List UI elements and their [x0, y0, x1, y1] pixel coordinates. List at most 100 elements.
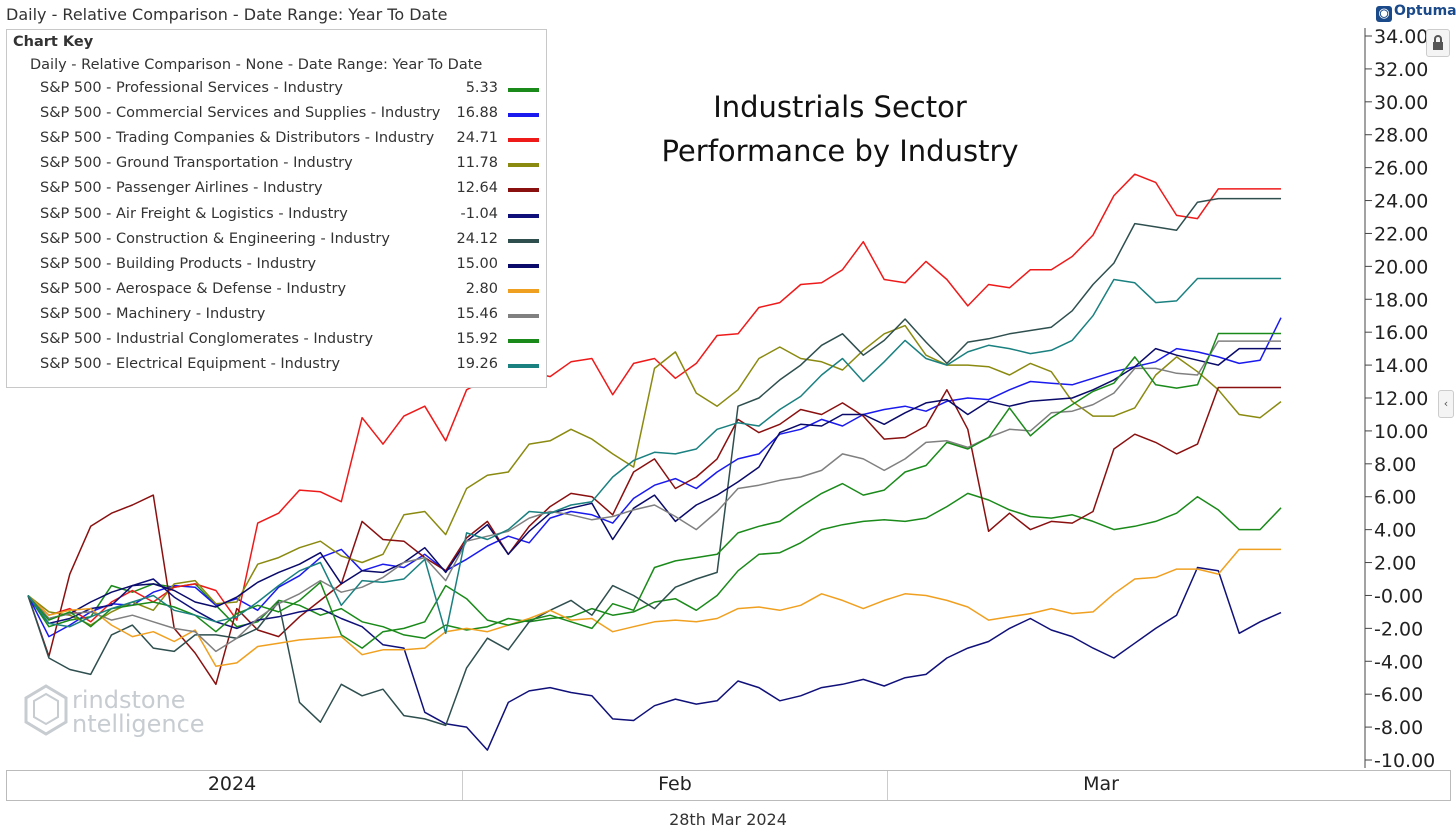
chart-key-row[interactable]: S&P 500 - Professional Services - Indust…	[7, 80, 546, 104]
y-tick-label: -10.00	[1374, 750, 1435, 772]
chart-key-legend: Chart Key Daily - Relative Comparison - …	[6, 29, 547, 388]
chart-key-series-value: 2.80	[465, 280, 498, 297]
x-label-feb: Feb	[658, 773, 692, 795]
chart-key-series-swatch	[508, 364, 539, 369]
chart-title-line-2: Performance by Industry	[661, 134, 1019, 168]
chart-key-series-value: -1.04	[460, 205, 498, 222]
series-line-2[interactable]	[27, 317, 1282, 638]
y-tick-label: 32.00	[1374, 59, 1428, 81]
series-line-1[interactable]	[27, 492, 1282, 639]
chart-key-series-name: S&P 500 - Commercial Services and Suppli…	[40, 105, 441, 122]
chart-key-row[interactable]: S&P 500 - Commercial Services and Suppli…	[7, 105, 546, 129]
chart-header-title: Daily - Relative Comparison - Date Range…	[6, 5, 448, 24]
chart-key-row[interactable]: S&P 500 - Trading Companies & Distributo…	[7, 130, 546, 154]
y-tick-label: 2.00	[1374, 553, 1416, 575]
y-tick-label: 10.00	[1374, 421, 1428, 443]
chart-key-series-value: 19.26	[456, 356, 498, 373]
y-tick-label: 16.00	[1374, 322, 1428, 344]
chart-title-line-1: Industrials Sector	[713, 90, 967, 124]
chart-key-series-swatch	[508, 163, 539, 168]
y-tick-label: 8.00	[1374, 454, 1416, 476]
chart-key-series-name: S&P 500 - Building Products - Industry	[40, 255, 317, 272]
y-tick-label: -6.00	[1374, 684, 1423, 706]
y-tick-label: -0.00	[1374, 585, 1423, 607]
chart-key-series-name: S&P 500 - Professional Services - Indust…	[40, 80, 343, 96]
series-line-3[interactable]	[27, 173, 1281, 623]
chart-key-series-name: S&P 500 - Ground Transportation - Indust…	[40, 155, 353, 172]
y-tick-label: 30.00	[1374, 92, 1428, 114]
chart-key-series-swatch	[508, 288, 539, 293]
y-tick-label: 28.00	[1374, 125, 1428, 147]
chart-key-series-name: S&P 500 - Aerospace & Defense - Industry	[40, 280, 347, 297]
y-axis: -10.00 -8.00 -6.00 -4.00 -2.00 -0.00 2.00 4.00 6…	[1364, 26, 1435, 772]
y-tick-label: 20.00	[1374, 256, 1428, 278]
chart-key-row[interactable]: S&P 500 - Industrial Conglomerates - Ind…	[7, 331, 546, 355]
chart-key-series-value: 15.00	[456, 255, 498, 272]
chart-key-series-swatch	[508, 339, 539, 343]
chart-key-row[interactable]: S&P 500 - Ground Transportation - Indust…	[7, 155, 546, 179]
series-line-6[interactable]	[27, 566, 1282, 751]
series-line-8[interactable]	[27, 347, 1281, 620]
chart-key-title: Chart Key	[13, 34, 94, 50]
chart-key-row[interactable]: S&P 500 - Air Freight & Logistics - Indu…	[7, 206, 546, 230]
chart-key-series-swatch	[508, 263, 539, 268]
chart-key-series-value: 11.78	[456, 155, 498, 172]
series-line-9[interactable]	[27, 548, 1281, 667]
x-axis-separator	[462, 771, 463, 800]
chart-key-series-swatch	[508, 113, 539, 118]
chart-key-series-swatch	[508, 213, 539, 218]
chevron-left-icon: ‹	[1443, 397, 1449, 410]
chart-key-series-value: 15.92	[456, 331, 498, 347]
y-tick-label: 22.00	[1374, 223, 1428, 245]
chart-key-series-value: 5.33	[465, 80, 498, 96]
chart-key-subtitle: Daily - Relative Comparison - None - Dat…	[30, 57, 483, 73]
y-tick-label: -8.00	[1374, 717, 1423, 739]
series-line-4[interactable]	[27, 324, 1282, 626]
y-tick-label: 26.00	[1374, 158, 1428, 180]
x-axis-separator	[887, 771, 888, 800]
chart-key-row[interactable]: S&P 500 - Machinery - Industry 15.46	[7, 306, 546, 330]
lock-icon	[1433, 35, 1443, 50]
chart-key-series-value: 24.12	[456, 230, 498, 247]
chart-key-series-value: 12.64	[456, 180, 498, 197]
series-line-12[interactable]	[27, 277, 1281, 635]
chart-key-series-name: S&P 500 - Construction & Engineering - I…	[40, 230, 390, 247]
chart-key-row[interactable]: S&P 500 - Aerospace & Defense - Industry…	[7, 281, 546, 305]
chart-title: Industrials Sector Performance by Indust…	[640, 85, 1040, 173]
x-label-2024: 2024	[207, 773, 257, 795]
chart-key-series-name: S&P 500 - Machinery - Industry	[40, 305, 266, 322]
x-label-mar: Mar	[1083, 773, 1119, 795]
x-axis-band	[6, 770, 1451, 801]
chart-key-series-swatch	[508, 138, 539, 143]
y-tick-label: 4.00	[1374, 520, 1416, 542]
chart-key-series-swatch	[508, 188, 539, 193]
chart-key-row[interactable]: S&P 500 - Passenger Airlines - Industry 1…	[7, 180, 546, 204]
footer-date: 28th Mar 2024	[669, 810, 787, 829]
chart-key-series-value: 16.88	[456, 105, 498, 122]
chart-key-series-value: 15.46	[456, 305, 498, 322]
y-tick-label: 12.00	[1374, 388, 1428, 410]
chart-key-series-value: 24.71	[456, 130, 498, 147]
chart-key-series-name: S&P 500 - Trading Companies & Distributo…	[40, 130, 435, 147]
chart-key-series-name: S&P 500 - Electrical Equipment - Industr…	[40, 356, 341, 373]
series-line-11[interactable]	[27, 332, 1281, 649]
series-line-5[interactable]	[27, 386, 1281, 686]
y-tick-label: 24.00	[1374, 191, 1428, 213]
chart-key-series-name: S&P 500 - Passenger Airlines - Industry	[40, 180, 323, 197]
lock-button[interactable]	[1426, 29, 1450, 57]
optuma-brand: ◉ Optuma	[1376, 3, 1456, 22]
chart-key-series-swatch	[508, 238, 539, 243]
y-tick-label: 18.00	[1374, 289, 1428, 311]
series-layer	[27, 173, 1282, 751]
chart-key-row[interactable]: S&P 500 - Construction & Engineering - I…	[7, 231, 546, 255]
chart-key-row[interactable]: S&P 500 - Electrical Equipment - Industr…	[7, 356, 546, 380]
y-tick-label: -4.00	[1374, 651, 1423, 673]
grindstone-logo-icon	[24, 684, 68, 736]
collapse-panel-button[interactable]: ‹	[1438, 390, 1454, 418]
chart-key-series-name: S&P 500 - Industrial Conglomerates - Ind…	[40, 331, 374, 347]
chart-key-row[interactable]: S&P 500 - Building Products - Industry 15…	[7, 256, 546, 280]
y-tick-label: 14.00	[1374, 355, 1428, 377]
series-line-10[interactable]	[27, 340, 1281, 653]
chart-key-series-swatch	[508, 88, 539, 92]
